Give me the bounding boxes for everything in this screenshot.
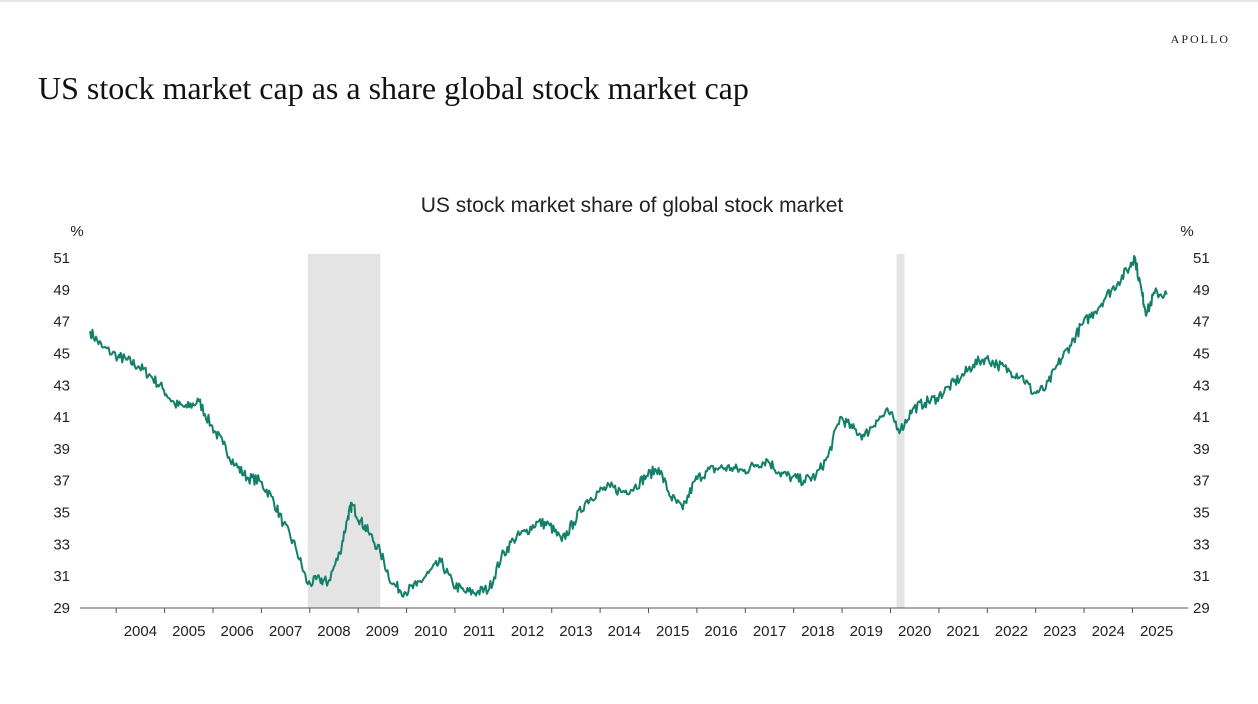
x-tick-2010: 2010 [414, 623, 447, 640]
y-tick-left-45: 45 [53, 345, 70, 362]
x-tick-2025: 2025 [1140, 623, 1173, 640]
y-tick-left-41: 41 [53, 409, 70, 426]
x-tick-2014: 2014 [608, 623, 641, 640]
y-tick-left-43: 43 [53, 377, 70, 394]
y-tick-left-29: 29 [53, 600, 70, 617]
y-tick-left-49: 49 [53, 282, 70, 299]
brand-logo: APOLLO [1170, 32, 1230, 46]
x-tick-2024: 2024 [1092, 623, 1125, 640]
x-tick-2005: 2005 [172, 623, 205, 640]
x-tick-2016: 2016 [704, 623, 737, 640]
y-tick-right-43: 43 [1193, 377, 1210, 394]
x-tick-2017: 2017 [753, 623, 786, 640]
y-tick-right-49: 49 [1193, 282, 1210, 299]
x-tick-2009: 2009 [366, 623, 399, 640]
y-tick-left-35: 35 [53, 505, 70, 522]
y-tick-right-29: 29 [1193, 600, 1210, 617]
shaded-periods [307, 254, 905, 608]
y-axis-left: 29 31 33 35 37 39 41 43 45 47 49 51 [53, 250, 92, 617]
page-title: US stock market cap as a share global st… [38, 70, 749, 106]
y-axis-right: 29 31 33 35 37 39 41 43 45 47 49 51 [1176, 250, 1210, 617]
y-unit-left: % [70, 223, 83, 240]
x-tick-2021: 2021 [946, 623, 979, 640]
y-tick-right-39: 39 [1193, 441, 1210, 458]
x-tick-2004: 2004 [124, 623, 157, 640]
series-line [89, 255, 1168, 598]
y-tick-left-39: 39 [53, 441, 70, 458]
y-tick-left-31: 31 [53, 568, 70, 585]
y-tick-right-41: 41 [1193, 409, 1210, 426]
x-tick-2019: 2019 [850, 623, 883, 640]
x-axis: 2004 2005 2006 2007 2008 2009 2010 2011 2012 2013… [92, 607, 1176, 640]
x-tick-2006: 2006 [220, 623, 253, 640]
x-tick-2008: 2008 [317, 623, 350, 640]
x-tick-2023: 2023 [1043, 623, 1076, 640]
y-tick-left-51: 51 [53, 250, 70, 267]
y-tick-right-33: 33 [1193, 536, 1210, 553]
shaded-period-0 [307, 254, 381, 608]
x-tick-2012: 2012 [511, 623, 544, 640]
x-tick-2020: 2020 [898, 623, 931, 640]
y-tick-right-37: 37 [1193, 473, 1210, 490]
y-tick-right-45: 45 [1193, 345, 1210, 362]
x-tick-2015: 2015 [656, 623, 689, 640]
x-tick-2013: 2013 [559, 623, 592, 640]
y-tick-left-33: 33 [53, 536, 70, 553]
x-tick-2007: 2007 [269, 623, 302, 640]
y-tick-left-37: 37 [53, 473, 70, 490]
x-tick-2018: 2018 [801, 623, 834, 640]
chart-title: US stock market share of global stock ma… [421, 194, 844, 217]
top-rule [0, 0, 1258, 2]
x-tick-2011: 2011 [463, 623, 495, 640]
y-tick-right-31: 31 [1193, 568, 1210, 585]
y-tick-right-47: 47 [1193, 314, 1210, 331]
x-tick-2022: 2022 [995, 623, 1028, 640]
y-tick-right-35: 35 [1193, 505, 1210, 522]
y-unit-right: % [1180, 223, 1193, 240]
y-tick-right-51: 51 [1193, 250, 1210, 267]
y-tick-left-47: 47 [53, 314, 70, 331]
